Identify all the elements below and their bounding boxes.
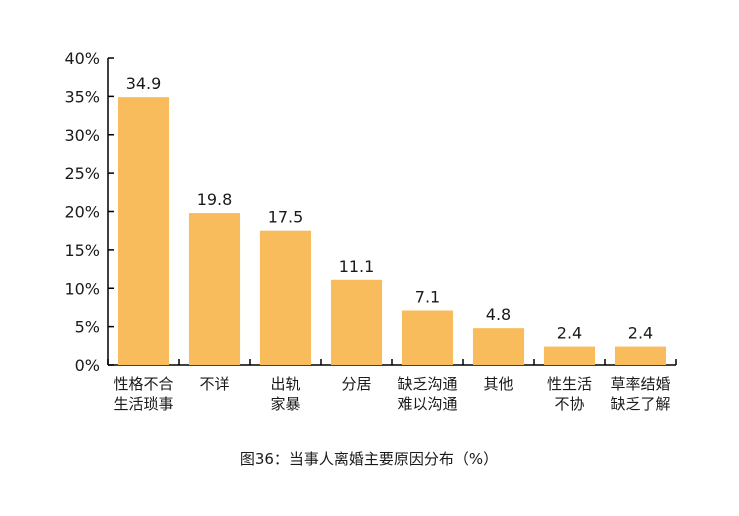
y-tick-label: 30%: [64, 126, 100, 145]
data-label: 11.1: [339, 257, 375, 276]
category-label: 出轨: [270, 375, 300, 393]
category-label: 性生活: [547, 375, 592, 393]
data-label: 2.4: [557, 324, 582, 343]
y-tick-label: 35%: [64, 87, 100, 106]
category-label: 草率结婚: [610, 375, 670, 393]
y-tick-label: 15%: [64, 241, 100, 260]
y-tick-label: 20%: [64, 203, 100, 222]
bar: [188, 213, 241, 365]
bar: [330, 279, 383, 365]
bar: [543, 346, 596, 365]
y-tick-label: 40%: [64, 49, 100, 68]
y-tick-label: 0%: [75, 356, 100, 375]
category-label: 不协: [554, 395, 584, 413]
bar: [259, 230, 312, 365]
y-tick-label: 25%: [64, 164, 100, 183]
bar: [472, 328, 525, 365]
category-label: 性格不合: [113, 375, 173, 393]
data-label: 19.8: [197, 190, 233, 209]
y-tick-label: 10%: [64, 279, 100, 298]
category-label: 其他: [483, 375, 513, 393]
y-tick-label: 5%: [75, 318, 100, 337]
bar: [117, 97, 170, 365]
category-label: 缺乏了解: [610, 395, 670, 413]
data-label: 17.5: [268, 208, 304, 227]
category-label: 缺乏沟通: [397, 375, 457, 393]
chart-caption: 图36：当事人离婚主要原因分布（%）: [240, 450, 498, 468]
bar: [614, 346, 667, 365]
category-label: 家暴: [270, 395, 300, 413]
data-labels: 34.9 19.8 17.5 11.1 7.1 4.8 2.4 2.4: [126, 74, 654, 342]
data-label: 2.4: [628, 324, 653, 343]
y-axis: 0% 5% 10% 15% 20% 25% 30% 35% 40%: [64, 49, 114, 375]
category-label: 分居: [341, 375, 371, 393]
data-label: 34.9: [126, 74, 162, 93]
category-label: 生活琐事: [113, 395, 173, 413]
category-label: 不详: [199, 375, 229, 393]
data-label: 4.8: [486, 305, 511, 324]
bars: [117, 97, 667, 365]
category-label: 难以沟通: [397, 395, 457, 413]
data-label: 7.1: [415, 288, 440, 307]
bar: [401, 310, 454, 365]
